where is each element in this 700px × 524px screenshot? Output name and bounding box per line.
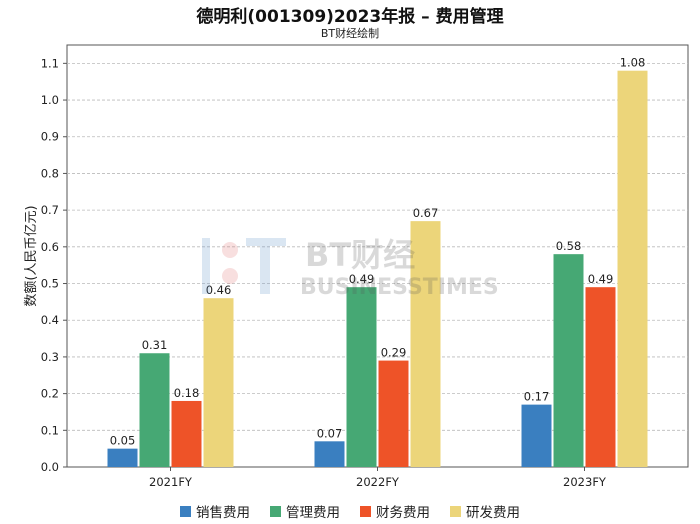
y-tick-label: 0.7 [41,203,59,217]
legend-item: 管理费用 [270,501,340,521]
chart-title: 德明利(001309)2023年报 – 费用管理 [196,7,504,27]
legend: 销售费用 管理费用 财务费用 研发费用 [0,501,700,521]
legend-label: 财务费用 [376,505,430,521]
bar [521,404,552,467]
y-axis-label: 数额(人民币亿元) [24,205,39,306]
y-tick-label: 0.3 [41,350,59,364]
bar [553,254,584,467]
bar [107,448,138,467]
y-tick-label: 0.9 [41,130,59,144]
y-tick-label: 0.2 [41,387,59,401]
bar [346,287,377,467]
data-label: 0.07 [317,426,343,440]
data-label: 0.67 [413,206,439,220]
bar [171,400,202,467]
legend-label: 研发费用 [466,505,520,521]
y-tick-label: 0.4 [41,313,59,327]
data-label: 0.49 [349,272,375,286]
bar [410,221,441,467]
chart-subtitle: BT财经绘制 [320,27,380,40]
bar [139,353,170,467]
bar [585,287,616,467]
y-tick-label: 0.0 [41,460,59,474]
y-tick-label: 0.6 [41,240,59,254]
legend-item: 财务费用 [360,501,430,521]
data-label: 0.46 [206,283,232,297]
data-label: 0.29 [381,346,407,360]
y-tick-label: 0.8 [41,166,59,180]
y-tick-label: 0.1 [41,423,59,437]
legend-label: 管理费用 [286,505,340,521]
legend-label: 销售费用 [196,505,250,521]
data-label: 0.17 [524,390,550,404]
legend-swatch [270,505,281,517]
legend-item: 销售费用 [180,501,250,521]
legend-swatch [180,505,191,517]
data-label: 0.31 [142,338,168,352]
y-tick-label: 1.0 [41,93,59,107]
x-tick-label: 2022FY [356,475,400,489]
bar [203,298,234,467]
bar [314,441,345,467]
y-tick-label: 1.1 [41,56,59,70]
data-label: 0.05 [110,434,136,448]
legend-item: 研发费用 [450,501,520,521]
y-tick-label: 0.5 [41,277,59,291]
data-label: 0.18 [174,386,200,400]
x-tick-label: 2021FY [149,475,193,489]
legend-swatch [450,505,461,517]
legend-swatch [360,505,371,517]
bar [617,70,648,468]
data-label: 1.08 [620,56,646,70]
bar [378,360,409,467]
data-label: 0.49 [588,272,614,286]
x-tick-label: 2023FY [563,475,607,489]
data-label: 0.58 [556,239,582,253]
